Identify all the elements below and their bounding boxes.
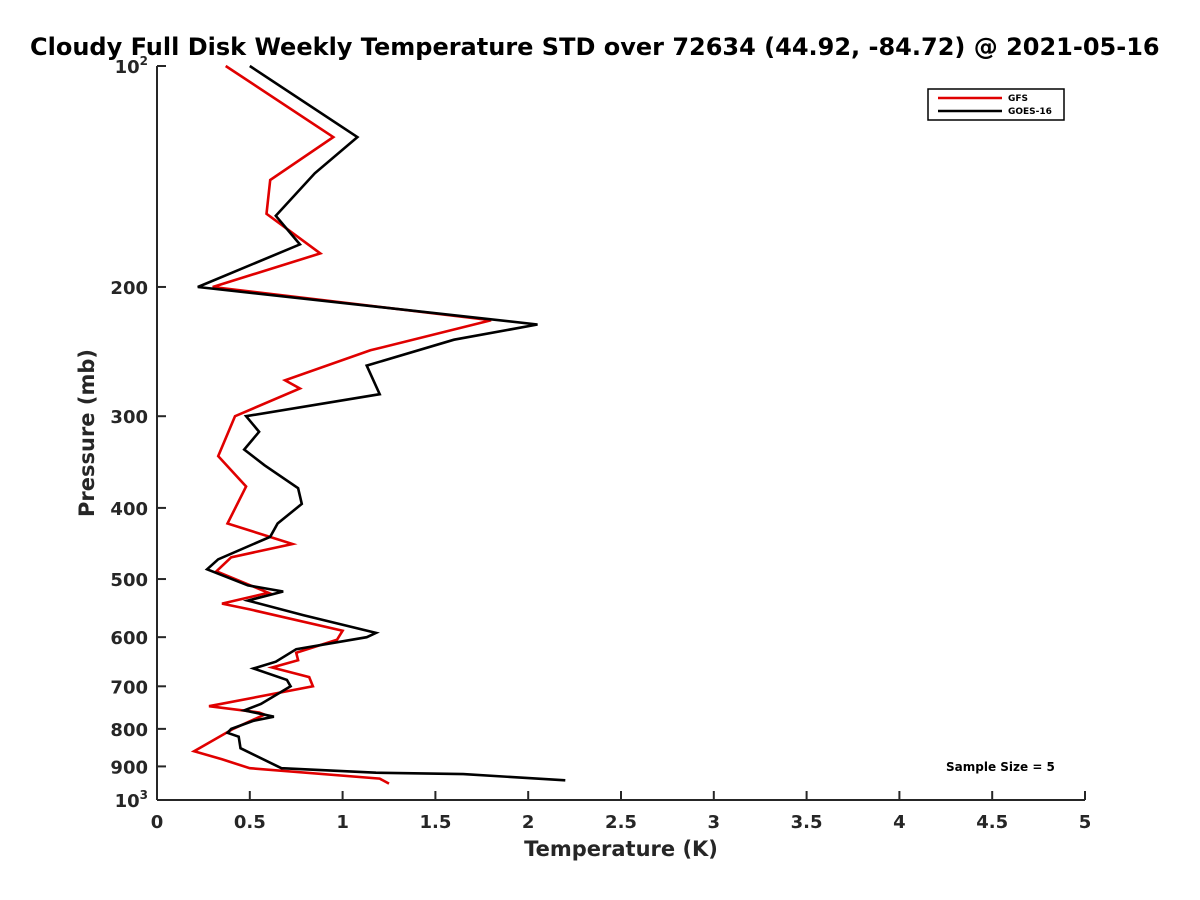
y-tick-label: 500 [110, 570, 148, 591]
x-tick-label: 1 [336, 812, 349, 833]
series-line-goes-16 [197, 64, 566, 782]
x-tick-label: 2 [522, 812, 535, 833]
y-tick-label: 600 [110, 628, 148, 649]
chart-title: Cloudy Full Disk Weekly Temperature STD … [30, 33, 1160, 61]
ticks: 0 0.5 1 1.5 2 2.5 3 3.5 4 4.5 5 102 200 300 400 500 600 7… [110, 54, 1091, 833]
y-axis-label: Pressure (mb) [75, 349, 99, 517]
legend-label: GOES-16 [1008, 107, 1052, 117]
legend-box [927, 88, 1065, 121]
x-tick-label: 4 [893, 812, 906, 833]
legend-label: GFS [1008, 94, 1028, 104]
legend: GFS GOES-16 [927, 88, 1065, 121]
x-tick-label: 0 [151, 812, 164, 833]
x-tick-label: 3.5 [791, 812, 823, 833]
y-tick-label: 102 [115, 54, 148, 78]
y-tick-label: 400 [110, 499, 148, 520]
x-axis-label: Temperature (K) [524, 837, 718, 861]
y-tick-label: 900 [110, 757, 148, 778]
x-tick-label: 5 [1079, 812, 1092, 833]
y-tick-label: 700 [110, 677, 148, 698]
x-tick-label: 2.5 [605, 812, 637, 833]
x-tick-label: 4.5 [976, 812, 1008, 833]
x-tick-label: 3 [708, 812, 721, 833]
y-tick-label: 103 [115, 788, 148, 812]
y-tick-label: 200 [110, 278, 148, 299]
x-tick-label: 1.5 [419, 812, 451, 833]
plot-lines [190, 64, 566, 785]
series-line-gfs [190, 64, 492, 785]
y-tick-label: 300 [110, 407, 148, 428]
y-tick-label: 800 [110, 720, 148, 741]
x-tick-label: 0.5 [234, 812, 266, 833]
sample-size-note: Sample Size = 5 [946, 760, 1055, 774]
